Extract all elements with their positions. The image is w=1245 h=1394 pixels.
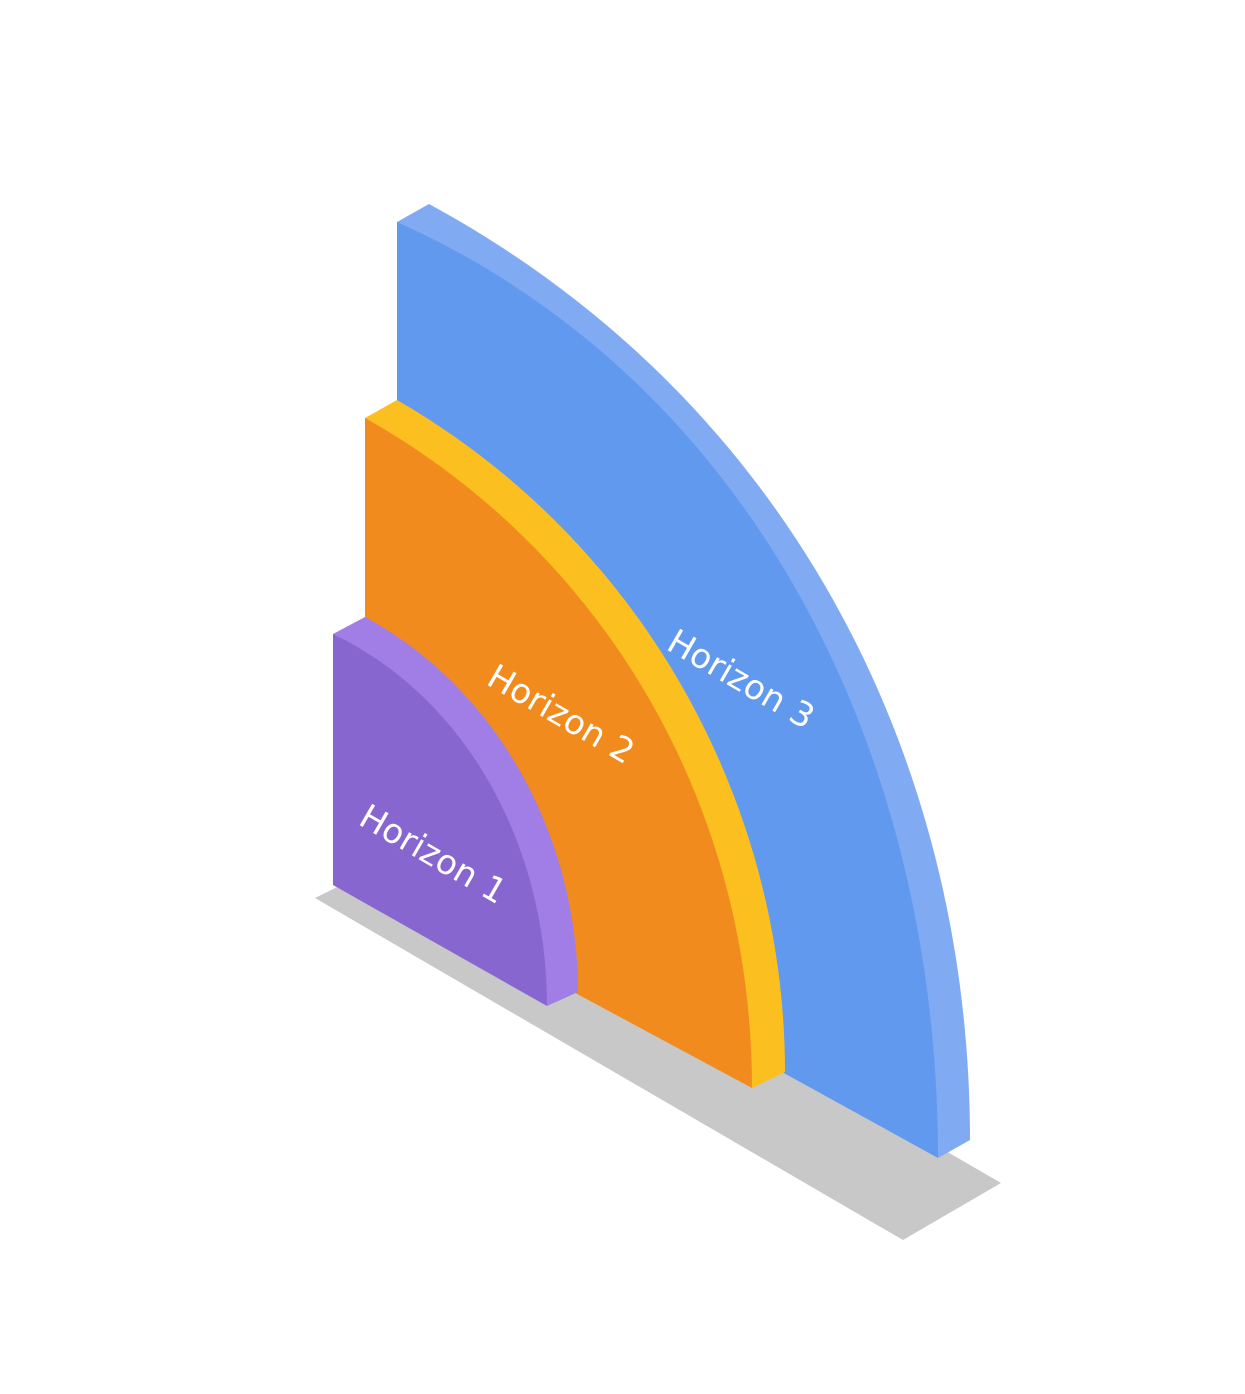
horizon-1-front [333,634,547,1006]
